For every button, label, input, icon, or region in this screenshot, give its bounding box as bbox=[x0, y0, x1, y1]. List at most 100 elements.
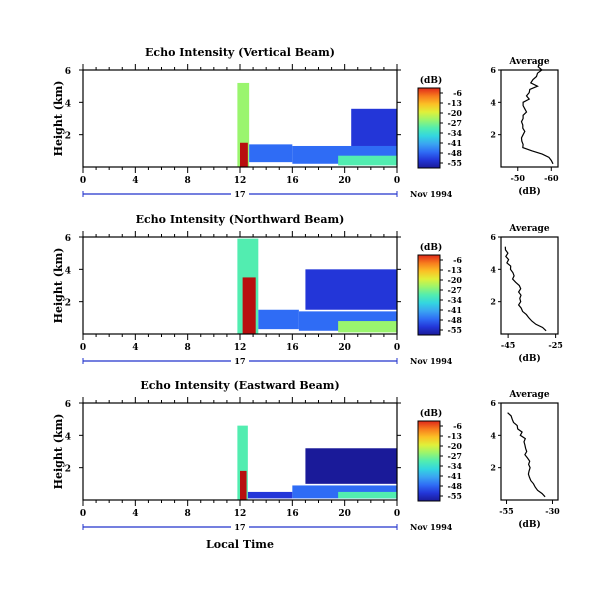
heatmap-cell bbox=[338, 321, 397, 333]
y-tick-label: 2 bbox=[65, 465, 71, 475]
y-tick-label: 2 bbox=[65, 132, 71, 142]
day-label: 17 bbox=[234, 522, 245, 532]
colorbar-label: (dB) bbox=[420, 408, 442, 419]
avg-x-label: (dB) bbox=[518, 519, 540, 530]
colorbar-tick-label: -55 bbox=[448, 158, 462, 168]
avg-title: Average bbox=[508, 390, 549, 400]
colorbar bbox=[417, 87, 441, 169]
avg-y-tick-label: 6 bbox=[490, 65, 496, 75]
avg-title: Average bbox=[508, 224, 549, 234]
colorbar-tick-label: -13 bbox=[448, 431, 463, 441]
heatmap-cell bbox=[305, 448, 397, 484]
colorbar-tick-label: -41 bbox=[448, 471, 462, 481]
date-label: Nov 1994 bbox=[410, 356, 453, 366]
y-tick-label: 6 bbox=[65, 67, 71, 77]
y-axis-label: Height (km) bbox=[52, 414, 65, 490]
colorbar-tick-label: -13 bbox=[448, 265, 463, 275]
date-label: Nov 1994 bbox=[410, 189, 453, 199]
panel-3: Echo Intensity (Eastward Beam)246Height … bbox=[52, 379, 560, 532]
x-tick-label: 8 bbox=[185, 343, 191, 353]
y-tick-label: 4 bbox=[65, 266, 71, 276]
avg-x-tick-label: -45 bbox=[501, 340, 515, 350]
x-tick-label: 12 bbox=[234, 509, 247, 519]
x-tick-label: 4 bbox=[132, 176, 138, 186]
colorbar-tick-label: -48 bbox=[448, 148, 463, 158]
avg-profile-line bbox=[504, 246, 547, 332]
x-tick-label: 16 bbox=[286, 343, 299, 353]
heatmap-cell bbox=[338, 155, 397, 166]
x-tick-label: 20 bbox=[338, 343, 351, 353]
x-tick-label: 0 bbox=[80, 343, 86, 353]
colorbar-tick-label: -6 bbox=[453, 88, 462, 98]
x-tick-label: 8 bbox=[185, 176, 191, 186]
colorbar-label: (dB) bbox=[420, 75, 442, 86]
x-tick-label: 0 bbox=[80, 176, 86, 186]
colorbar-tick-label: -20 bbox=[448, 275, 463, 285]
panel-1: Echo Intensity (Vertical Beam)246Height … bbox=[52, 46, 559, 199]
colorbar-tick-label: -27 bbox=[448, 285, 462, 295]
avg-x-tick-label: -50 bbox=[511, 173, 526, 183]
colorbar-tick-label: -48 bbox=[448, 315, 463, 325]
colorbar-tick-label: -27 bbox=[448, 118, 462, 128]
x-tick-label: 20 bbox=[338, 176, 351, 186]
avg-x-label: (dB) bbox=[518, 353, 540, 364]
colorbar-tick-label: -41 bbox=[448, 138, 462, 148]
panel-title: Echo Intensity (Northward Beam) bbox=[136, 213, 345, 226]
avg-y-tick-label: 2 bbox=[490, 130, 496, 140]
panel-2: Echo Intensity (Northward Beam)246Height… bbox=[52, 213, 563, 366]
y-tick-label: 6 bbox=[65, 400, 71, 410]
heatmap-cell bbox=[305, 269, 397, 310]
avg-x-tick-label: -55 bbox=[499, 506, 513, 516]
heatmap-cell bbox=[242, 277, 256, 334]
heatmap-cell bbox=[237, 425, 248, 500]
x-axis-label: Local Time bbox=[206, 538, 274, 551]
colorbar-tick-label: -34 bbox=[448, 295, 463, 305]
heatmap-cells bbox=[237, 82, 397, 167]
colorbar-label: (dB) bbox=[420, 242, 442, 253]
date-label: Nov 1994 bbox=[410, 522, 453, 532]
colorbar-tick-label: -20 bbox=[448, 108, 463, 118]
y-tick-label: 6 bbox=[65, 234, 71, 244]
avg-y-tick-label: 4 bbox=[490, 264, 496, 274]
heatmap-cells bbox=[237, 238, 397, 334]
avg-frame bbox=[500, 236, 559, 335]
y-axis-label: Height (km) bbox=[52, 81, 65, 157]
colorbar-tick-label: -48 bbox=[448, 481, 463, 491]
colorbar-tick-label: -34 bbox=[448, 128, 463, 138]
y-tick-label: 2 bbox=[65, 299, 71, 309]
panel-title: Echo Intensity (Vertical Beam) bbox=[145, 46, 335, 59]
avg-frame bbox=[500, 402, 559, 501]
x-tick-label: 20 bbox=[338, 509, 351, 519]
avg-y-tick-label: 6 bbox=[490, 232, 496, 242]
x-tick-label: 12 bbox=[234, 176, 247, 186]
avg-frame bbox=[500, 69, 559, 168]
avg-y-tick-label: 2 bbox=[490, 463, 496, 473]
x-tick-label: 0 bbox=[80, 509, 86, 519]
day-label-gap bbox=[231, 190, 249, 198]
y-tick-label: 4 bbox=[65, 432, 71, 442]
colorbar-tick-label: -13 bbox=[448, 98, 463, 108]
heatmap-cell bbox=[247, 491, 293, 499]
avg-title: Average bbox=[508, 57, 549, 67]
x-tick-label: 16 bbox=[286, 509, 299, 519]
avg-y-tick-label: 4 bbox=[490, 430, 496, 440]
x-tick-label: 4 bbox=[132, 343, 138, 353]
heatmap-cell bbox=[351, 108, 397, 146]
colorbar-tick-label: -20 bbox=[448, 441, 463, 451]
avg-y-tick-label: 2 bbox=[490, 297, 496, 307]
heatmap-cell bbox=[240, 142, 248, 167]
y-axis-label: Height (km) bbox=[52, 248, 65, 324]
day-label: 17 bbox=[234, 189, 245, 199]
x-tick-label: 0 bbox=[394, 509, 400, 519]
colorbar-tick-label: -6 bbox=[453, 255, 462, 265]
day-label: 17 bbox=[234, 356, 245, 366]
colorbar bbox=[417, 254, 441, 336]
colorbar-tick-label: -34 bbox=[448, 461, 463, 471]
colorbar-tick-label: -41 bbox=[448, 305, 462, 315]
avg-y-tick-label: 4 bbox=[490, 97, 496, 107]
heatmap-cell bbox=[338, 491, 397, 499]
colorbar-tick-label: -55 bbox=[448, 491, 462, 501]
heatmap-cell bbox=[249, 144, 293, 163]
avg-x-label: (dB) bbox=[518, 186, 540, 197]
